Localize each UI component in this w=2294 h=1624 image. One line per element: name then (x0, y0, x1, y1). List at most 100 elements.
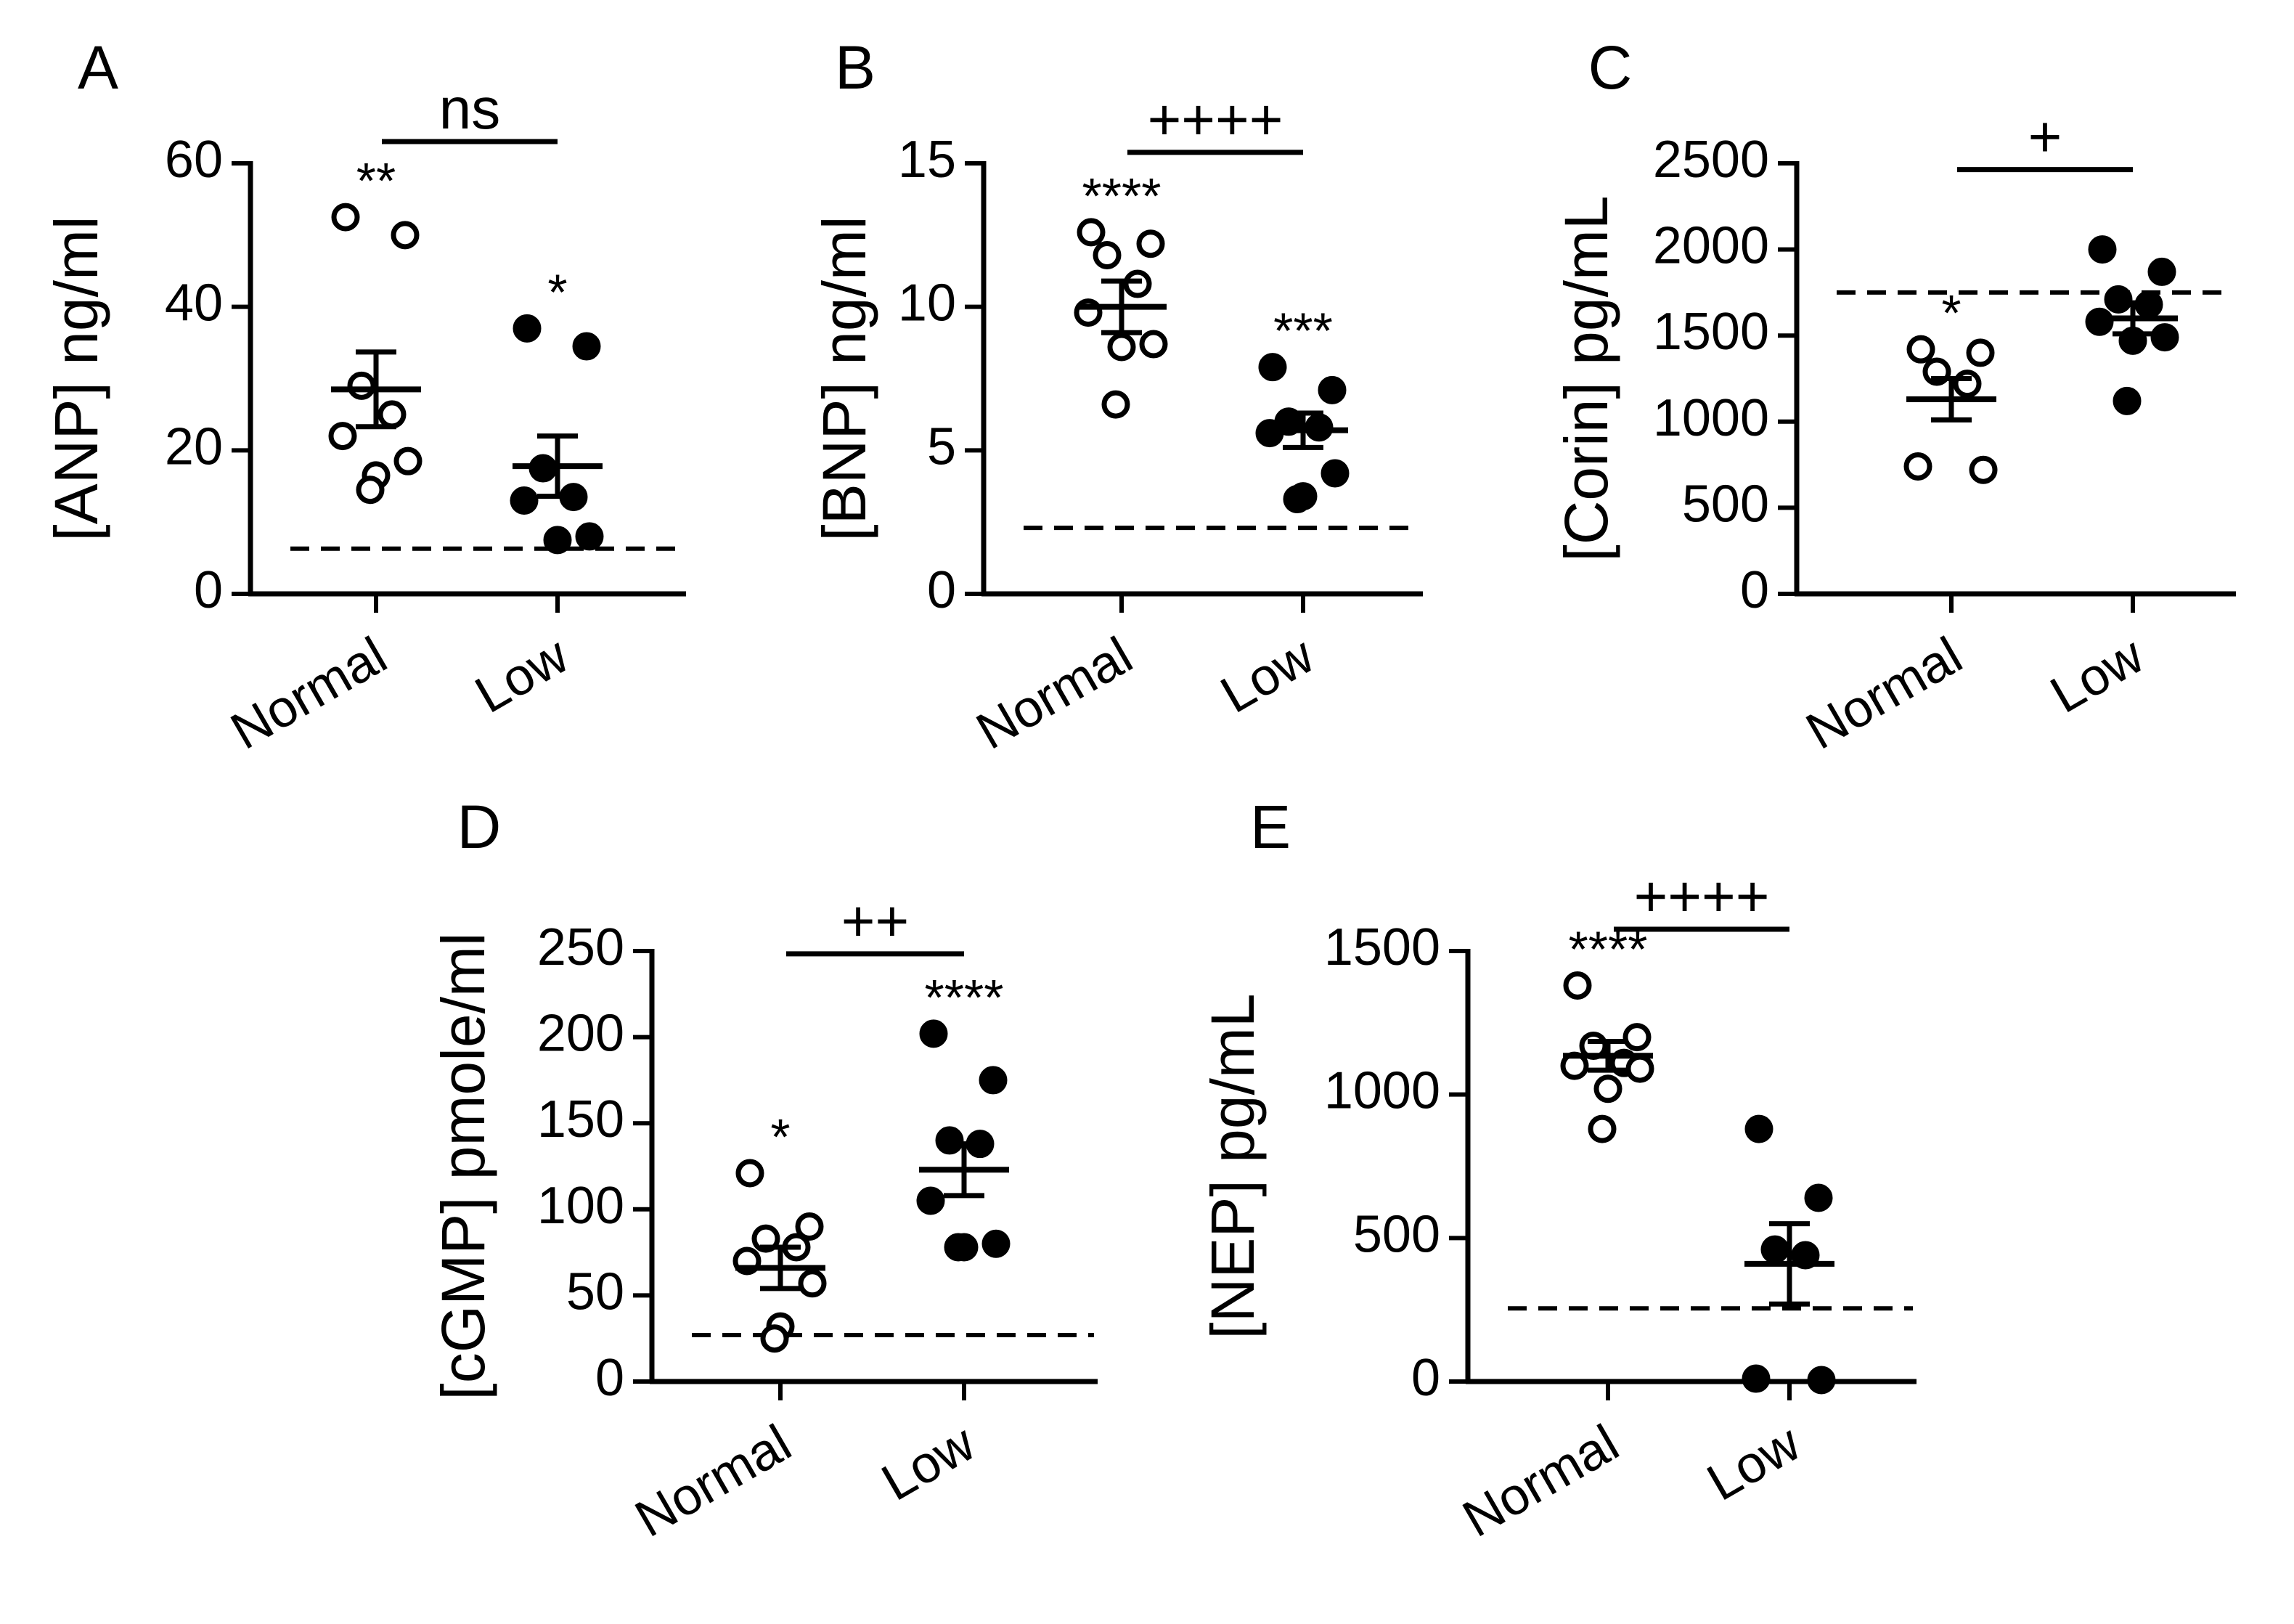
x-category-label: Normal (626, 1414, 801, 1548)
y-tick-label: 0 (595, 1349, 624, 1407)
y-tick-label: 60 (165, 131, 223, 189)
data-point (2085, 307, 2114, 336)
data-point (1588, 1114, 1617, 1143)
panel-letter: A (78, 33, 118, 102)
data-point (391, 221, 420, 250)
significance-stars: * (547, 264, 567, 320)
data-point (510, 486, 539, 515)
y-tick-label: 10 (898, 274, 956, 332)
data-point (798, 1269, 827, 1298)
data-point (1906, 335, 1935, 364)
x-category-label: Normal (967, 627, 1142, 761)
data-point (1107, 332, 1136, 362)
comparison-label: ns (439, 76, 501, 141)
y-tick-label: 1000 (1653, 389, 1769, 447)
data-point (543, 526, 572, 555)
y-tick-label: 0 (1411, 1349, 1440, 1407)
data-point (1077, 218, 1106, 247)
data-point (1742, 1364, 1771, 1393)
panel-letter: E (1250, 793, 1291, 861)
panel-letter: B (835, 33, 875, 102)
data-point (735, 1159, 764, 1188)
y-tick-label: 0 (194, 561, 223, 619)
x-category-label: Low (466, 626, 579, 725)
data-point (1622, 1023, 1652, 1052)
y-tick-label: 1500 (1653, 303, 1769, 361)
data-point (1807, 1366, 1836, 1395)
comparison-label: ++++ (1148, 87, 1283, 152)
data-point (1318, 375, 1347, 404)
data-point (377, 400, 407, 429)
data-point (935, 1126, 964, 1155)
data-point (331, 203, 360, 232)
y-axis-label: [ANP] ng/ml (42, 216, 110, 541)
comparison-label: + (2028, 105, 2062, 169)
data-point (795, 1212, 824, 1241)
data-point (1123, 269, 1152, 298)
y-axis-label: [cGMP] pmole/ml (429, 932, 497, 1400)
data-point (1744, 1114, 1773, 1143)
data-point (2088, 235, 2117, 264)
y-axis-label: [BNP] ng/ml (810, 216, 878, 541)
comparison-label: ++++ (1634, 864, 1770, 929)
data-point (1966, 338, 1995, 367)
data-point (575, 522, 604, 551)
y-tick-label: 250 (537, 918, 624, 976)
y-tick-label: 15 (898, 131, 956, 189)
data-point (1093, 241, 1122, 270)
data-point (944, 1233, 973, 1262)
y-tick-label: 2500 (1653, 131, 1769, 189)
data-point (1283, 485, 1312, 514)
data-point (1563, 971, 1592, 1000)
data-point (979, 1066, 1008, 1095)
data-point (1321, 459, 1350, 488)
significance-stars: ** (356, 152, 396, 209)
data-point (2150, 323, 2179, 352)
data-point (2147, 257, 2176, 286)
data-point (572, 332, 601, 361)
data-point (1139, 330, 1168, 359)
x-category-label: Low (873, 1413, 985, 1512)
y-tick-label: 40 (165, 274, 223, 332)
y-tick-label: 0 (1740, 561, 1769, 619)
data-point (751, 1224, 780, 1253)
y-tick-label: 20 (165, 417, 223, 476)
x-category-label: Low (1212, 626, 1324, 725)
y-tick-label: 1000 (1324, 1062, 1440, 1120)
significance-stars: **** (1082, 168, 1162, 224)
y-tick-label: 0 (927, 561, 956, 619)
data-point (2113, 386, 2142, 415)
significance-stars: *** (1273, 303, 1333, 359)
comparison-label: ++ (841, 889, 909, 953)
x-category-label: Low (1698, 1413, 1811, 1512)
data-point (919, 1019, 948, 1048)
data-point (356, 476, 385, 505)
data-point (1625, 1054, 1654, 1083)
y-tick-label: 2000 (1653, 217, 1769, 275)
y-tick-label: 1500 (1324, 918, 1440, 976)
significance-stars: * (1941, 285, 1961, 341)
data-point (393, 446, 423, 476)
data-point (1136, 229, 1165, 258)
data-point (2104, 285, 2133, 314)
data-point (347, 371, 376, 400)
y-tick-label: 500 (1353, 1205, 1440, 1263)
y-tick-label: 5 (927, 417, 956, 476)
y-axis-label: [NEP] pg/mL (1199, 993, 1267, 1339)
x-category-label: Normal (1453, 1414, 1628, 1548)
y-tick-label: 50 (566, 1262, 624, 1321)
panel-letter: D (457, 793, 502, 861)
x-category-label: Low (2041, 626, 2154, 725)
data-point (328, 422, 357, 451)
y-tick-label: 200 (537, 1005, 624, 1063)
significance-stars: * (770, 1109, 790, 1165)
data-point (1760, 1235, 1789, 1264)
data-point (916, 1186, 945, 1215)
data-point (1969, 455, 1998, 484)
data-point (981, 1229, 1011, 1258)
data-point (1593, 1074, 1622, 1103)
x-category-label: Normal (1797, 627, 1972, 761)
data-point (1258, 353, 1287, 382)
